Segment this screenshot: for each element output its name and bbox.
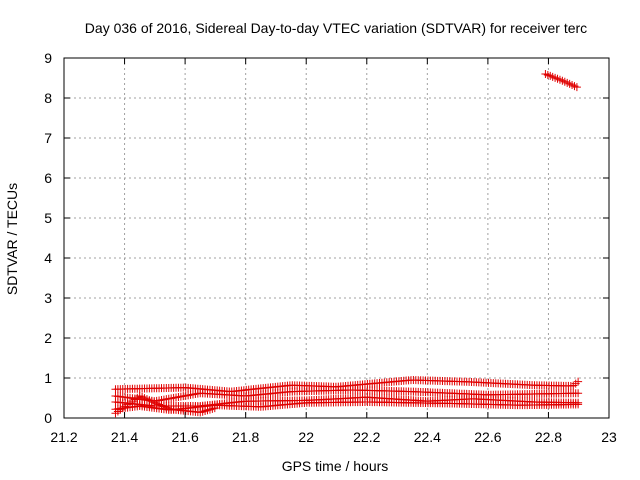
x-tick-label: 21.6 [171, 429, 198, 445]
data-point [574, 389, 583, 398]
series-track-6 [541, 70, 581, 92]
x-tick-label: 22.8 [535, 429, 562, 445]
data-point [210, 404, 219, 413]
y-tick-label: 3 [44, 290, 52, 306]
y-tick-label: 2 [44, 330, 52, 346]
y-tick-label: 0 [44, 410, 52, 426]
y-tick-label: 9 [44, 50, 52, 66]
y-tick-label: 1 [44, 370, 52, 386]
y-tick-label: 4 [44, 250, 52, 266]
x-tick-label: 22.2 [353, 429, 380, 445]
plot-frame [63, 57, 610, 419]
data-point [572, 83, 581, 92]
data-points [111, 70, 583, 418]
x-tick-label: 22.6 [474, 429, 501, 445]
y-tick-label: 5 [44, 210, 52, 226]
x-tick-label: 21.8 [232, 429, 259, 445]
x-tick-label: 22.4 [414, 429, 441, 445]
x-axis-label: GPS time / hours [282, 458, 389, 474]
x-tick-label: 21.2 [50, 429, 77, 445]
series-track-1 [111, 376, 583, 396]
y-tick-label: 8 [44, 90, 52, 106]
grid-lines [64, 58, 609, 418]
x-tick-label: 23 [601, 429, 617, 445]
y-axis-label: SDTVAR / TECUs [4, 183, 20, 295]
y-axis-ticks: 0 1 2 3 4 5 6 7 8 9 [44, 50, 609, 426]
x-tick-label: 21.4 [111, 429, 138, 445]
y-tick-label: 6 [44, 170, 52, 186]
x-axis-ticks: 21.2 21.4 21.6 21.8 22 22.2 22.4 22.6 22.8 23 [50, 58, 617, 445]
data-point [574, 377, 583, 386]
chart-title: Day 036 of 2016, Sidereal Day-to-day VTE… [85, 20, 587, 36]
y-tick-label: 7 [44, 130, 52, 146]
series-track-5 [111, 392, 219, 418]
x-tick-label: 22 [298, 429, 314, 445]
data-point [574, 400, 583, 409]
